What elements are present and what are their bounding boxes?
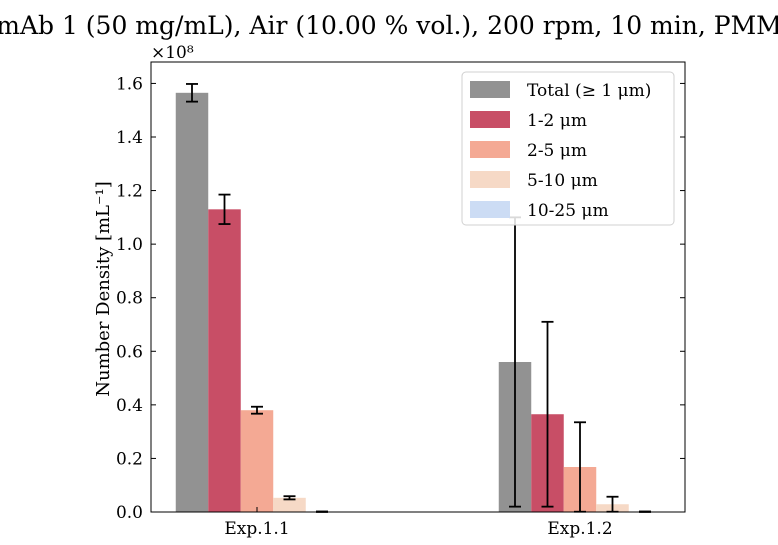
y-tick-label: 0.4 xyxy=(116,396,143,416)
y-tick-label: 0.6 xyxy=(116,342,143,362)
y-tick-label: 0.8 xyxy=(116,289,143,309)
legend-swatch xyxy=(470,81,510,98)
legend-swatch xyxy=(470,201,510,218)
legend: Total (≥ 1 μm) 1-2 μm 2-5 μm 5-10 μm 10-25 μ… xyxy=(461,71,675,226)
y-tick-label: 1.6 xyxy=(116,74,143,94)
legend-swatch xyxy=(470,141,510,158)
error-bar-Exp.1.1-series-2 xyxy=(251,405,263,415)
bar-Exp.1.1-series-1 xyxy=(208,209,241,513)
legend-frame xyxy=(461,71,675,226)
legend-label: 5-10 μm xyxy=(527,171,598,191)
error-bar-Exp.1.1-series-0 xyxy=(186,83,198,103)
y-tick-label: 0.0 xyxy=(116,503,143,523)
legend-label: 10-25 μm xyxy=(527,201,609,221)
y-tick-label: 1.2 xyxy=(116,182,143,202)
error-bar-Exp.1.2-series-1 xyxy=(541,320,554,508)
y-tick-label: 1.4 xyxy=(116,128,143,148)
legend-label: Total (≥ 1 μm) xyxy=(527,81,651,101)
y-axis-multiplier: ×10⁸ xyxy=(151,43,194,63)
bar-Exp.1.1-series-0 xyxy=(175,92,209,512)
legend-swatch xyxy=(470,111,510,128)
error-bar-Exp.1.1-series-1 xyxy=(218,193,231,225)
y-axis-ticks: 0.0 0.2 0.4 0.6 0.8 1.0 1.2 1.4 1.6 xyxy=(116,74,685,523)
x-tick-label: Exp.1.2 xyxy=(547,519,612,539)
y-axis-label: Number Density [mL⁻¹] xyxy=(93,181,114,397)
y-tick-label: 0.2 xyxy=(116,449,143,469)
bar-Exp.1.1-series-3 xyxy=(273,497,306,512)
bar-Exp.1.1-series-2 xyxy=(240,410,274,512)
x-axis-ticks: Exp.1.1 Exp.1.2 xyxy=(224,507,613,539)
x-tick-label: Exp.1.1 xyxy=(224,519,289,539)
plot-frame xyxy=(150,61,686,513)
legend-label: 1-2 μm xyxy=(527,111,587,131)
legend-swatch xyxy=(470,171,510,188)
y-tick-label: 1.0 xyxy=(116,235,143,255)
legend-label: 2-5 μm xyxy=(527,141,587,161)
error-bar-Exp.1.1-series-3 xyxy=(283,495,296,501)
chart-title: JJmAb 1 (50 mg/mL), Air (10.00 % vol.), … xyxy=(0,11,778,40)
